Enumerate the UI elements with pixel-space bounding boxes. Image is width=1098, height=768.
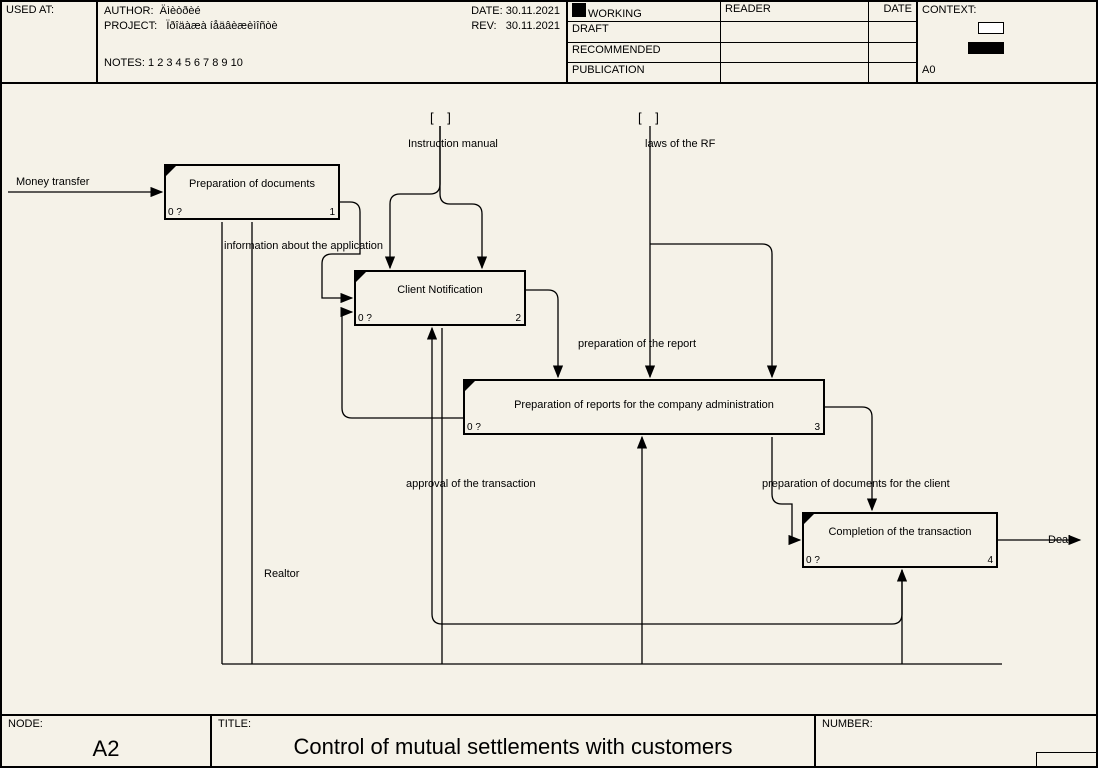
activity-1: Preparation of documents 0 ? 1: [164, 164, 340, 220]
project-value: Ïðîäàæà íåäâèæèìîñòè: [166, 20, 277, 32]
number-box: [1036, 752, 1096, 766]
activity-1-title: Preparation of documents: [189, 178, 315, 190]
activity-3-num: 3: [814, 422, 820, 433]
activity-2-num: 2: [515, 313, 521, 324]
node-value: A2: [8, 730, 204, 762]
number-label: NUMBER:: [822, 718, 873, 730]
status-working: WORKING: [588, 8, 642, 20]
header: USED AT: AUTHOR: Äìèòðèé DATE: 30.11.202…: [2, 2, 1096, 84]
footer-title: TITLE: Control of mutual settlements wit…: [212, 716, 816, 766]
context-box-black: [968, 42, 1004, 54]
rev-label: REV:: [471, 20, 496, 32]
title-label: TITLE:: [218, 718, 251, 730]
rev-value: 30.11.2021: [506, 20, 560, 32]
date-label: DATE:: [471, 5, 503, 17]
activity-2-title: Client Notification: [397, 284, 483, 296]
header-meta: AUTHOR: Äìèòðèé DATE: 30.11.2021 PROJECT…: [98, 2, 568, 82]
status-reader: READER: [725, 3, 771, 15]
label-laws-rf: laws of the RF: [645, 138, 715, 150]
footer-node: NODE: A2: [2, 716, 212, 766]
notes-label: NOTES:: [104, 57, 145, 69]
context-code: A0: [922, 64, 935, 76]
label-prep-docs-client: preparation of documents for the client: [762, 478, 950, 490]
node-label: NODE:: [8, 718, 43, 730]
context-box-white: [978, 22, 1004, 34]
project-label: PROJECT:: [104, 20, 157, 32]
date-value: 30.11.2021: [506, 5, 560, 17]
header-used-at: USED AT:: [2, 2, 98, 82]
header-context: CONTEXT: A0: [918, 2, 1096, 82]
footer-number: NUMBER:: [816, 716, 1096, 766]
status-date: DATE: [883, 3, 912, 15]
context-label: CONTEXT:: [922, 4, 976, 16]
notes-value: 1 2 3 4 5 6 7 8 9 10: [148, 57, 243, 69]
label-money-transfer: Money transfer: [16, 176, 89, 188]
activity-3-bl: 0 ?: [467, 422, 481, 433]
used-at-label: USED AT:: [6, 4, 54, 16]
author-label: AUTHOR:: [104, 5, 154, 17]
activity-4: Completion of the transaction 0 ? 4: [802, 512, 998, 568]
status-draft: DRAFT: [568, 22, 721, 41]
activity-1-num: 1: [329, 207, 335, 218]
activity-3-title: Preparation of reports for the company a…: [514, 399, 774, 411]
label-approval: approval of the transaction: [406, 478, 536, 490]
label-prep-report: preparation of the report: [578, 338, 696, 350]
header-status: WORKING READER DATE DRAFT RECOMMENDED PU…: [568, 2, 918, 82]
label-instruction-manual: Instruction manual: [408, 138, 498, 150]
title-value: Control of mutual settlements with custo…: [218, 730, 808, 760]
activity-4-num: 4: [987, 555, 993, 566]
working-marker: [572, 3, 586, 17]
idef0-frame: USED AT: AUTHOR: Äìèòðèé DATE: 30.11.202…: [0, 0, 1098, 768]
status-publication: PUBLICATION: [568, 63, 721, 82]
label-deal: Deal: [1048, 534, 1071, 546]
author-value: Äìèòðèé: [160, 5, 201, 17]
tunnel-1: [ ]: [430, 110, 456, 125]
activity-4-bl: 0 ?: [806, 555, 820, 566]
activity-2: Client Notification 0 ? 2: [354, 270, 526, 326]
diagram-area: Preparation of documents 0 ? 1 Client No…: [2, 84, 1096, 714]
activity-3: Preparation of reports for the company a…: [463, 379, 825, 435]
activity-1-bl: 0 ?: [168, 207, 182, 218]
activity-4-title: Completion of the transaction: [828, 526, 971, 538]
tunnel-2: [ ]: [638, 110, 664, 125]
label-info-app: information about the application: [224, 240, 383, 252]
footer: NODE: A2 TITLE: Control of mutual settle…: [2, 714, 1096, 766]
label-realtor: Realtor: [264, 568, 299, 580]
activity-2-bl: 0 ?: [358, 313, 372, 324]
status-recommended: RECOMMENDED: [568, 43, 721, 62]
